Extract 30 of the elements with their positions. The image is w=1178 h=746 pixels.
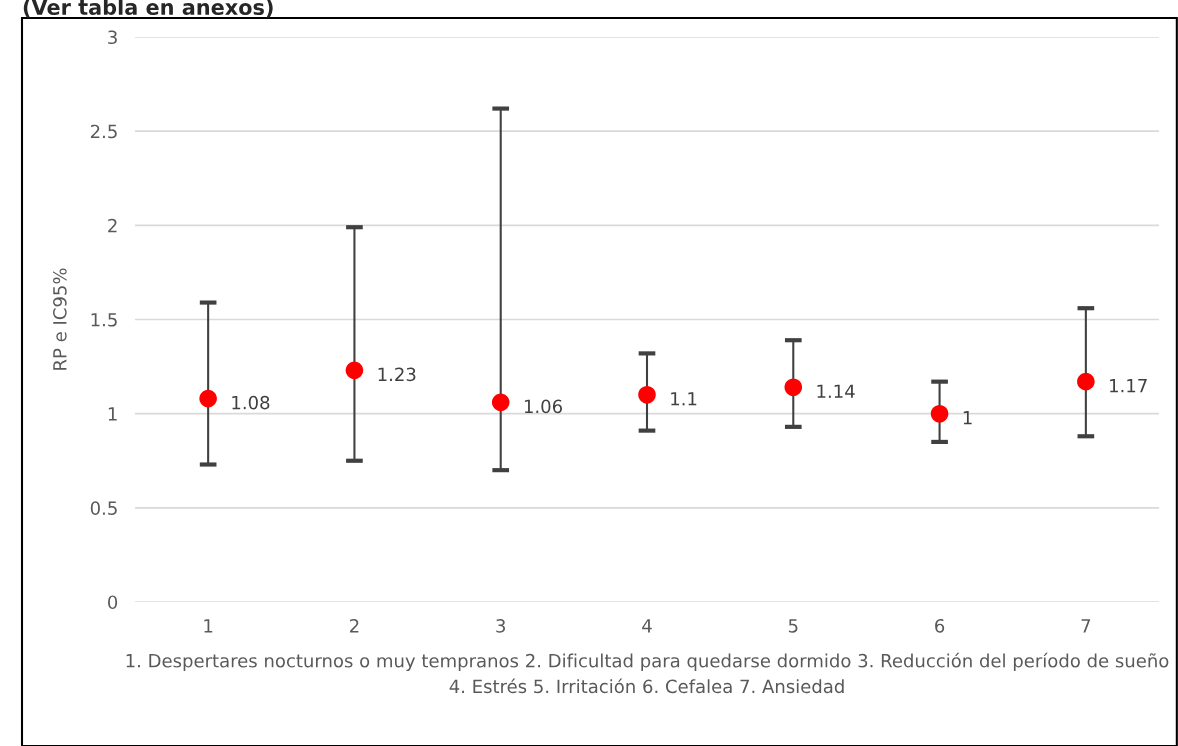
data-label: 1: [963, 411, 972, 425]
y-tick-label: 2: [108, 218, 117, 233]
y-tick-label: 1: [108, 407, 117, 421]
y-tick-label: 1.5: [91, 313, 117, 327]
point: [784, 378, 803, 397]
y-tick-label: 0.5: [90, 501, 117, 515]
y-tick-label: 2.5: [90, 124, 117, 139]
x-axis-title: 1. Despertares nocturnos o muy tempranos 2. Dificultad para quedarse dormido 3. Reducción del período de sueño 4. Estrés 5. Irritación 6. Cefalea 7. Ansiedad: [126, 652, 1169, 694]
y-tick-label: 3: [108, 30, 117, 45]
point: [930, 404, 949, 423]
x-tick-label: 6: [935, 618, 945, 633]
x-tick-label: 3: [496, 618, 506, 633]
point: [1077, 372, 1095, 391]
point: [345, 361, 364, 380]
data-label: 1.17: [1110, 379, 1147, 393]
x-tick-label: 7: [1081, 619, 1091, 633]
data-label: 1.08: [232, 395, 270, 410]
point: [491, 393, 510, 412]
y-axis-title: RP e IC95%: [53, 268, 67, 370]
x-tick-label: 2: [350, 618, 359, 633]
point: [199, 389, 217, 408]
data-label: 1.14: [817, 384, 855, 398]
point: [638, 386, 656, 404]
y-tick-label: 0: [108, 595, 118, 610]
x-tick-label: 1: [204, 619, 213, 633]
data-label: 1.23: [378, 367, 416, 382]
x-tick-label: 4: [642, 619, 652, 633]
data-label: 1.1: [671, 392, 697, 406]
data-label: 1.06: [524, 399, 562, 414]
x-tick-label: 5: [788, 619, 798, 633]
